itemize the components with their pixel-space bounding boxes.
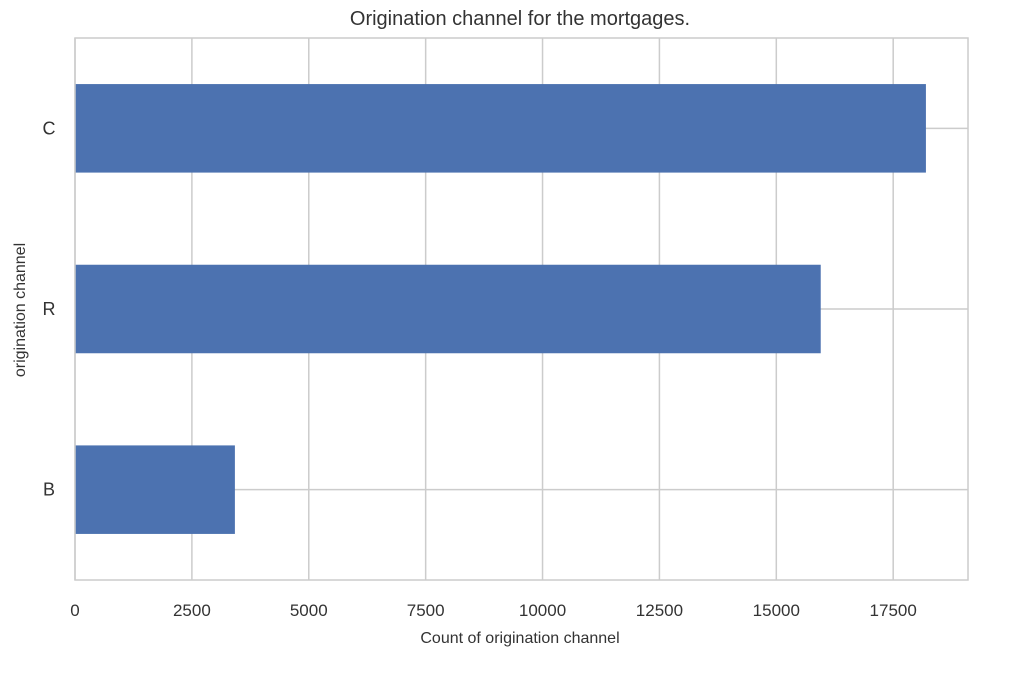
x-tick-label: 15000 [753, 601, 800, 620]
y-tick-label: C [43, 118, 56, 138]
y-tick-label: R [43, 299, 56, 319]
x-tick-label: 12500 [636, 601, 683, 620]
bar-c [75, 84, 926, 173]
y-tick-labels: C R B [43, 118, 56, 499]
x-tick-label: 17500 [870, 601, 917, 620]
bar-b [75, 445, 235, 534]
bars [75, 84, 926, 534]
x-axis-label: Count of origination channel [420, 630, 619, 647]
x-tick-label: 5000 [290, 601, 328, 620]
y-tick-label: B [43, 480, 55, 500]
x-tick-label: 10000 [519, 601, 566, 620]
x-tick-label: 7500 [407, 601, 445, 620]
bar-r [75, 264, 821, 354]
chart-title: Origination channel for the mortgages. [350, 8, 690, 30]
x-tick-label: 0 [70, 601, 79, 620]
x-tick-label: 2500 [173, 601, 211, 620]
y-axis-label: origination channel [12, 243, 29, 377]
plot-frame [74, 37, 969, 581]
x-tick-labels: 0 2500 5000 7500 10000 12500 15000 17500 [70, 601, 917, 620]
